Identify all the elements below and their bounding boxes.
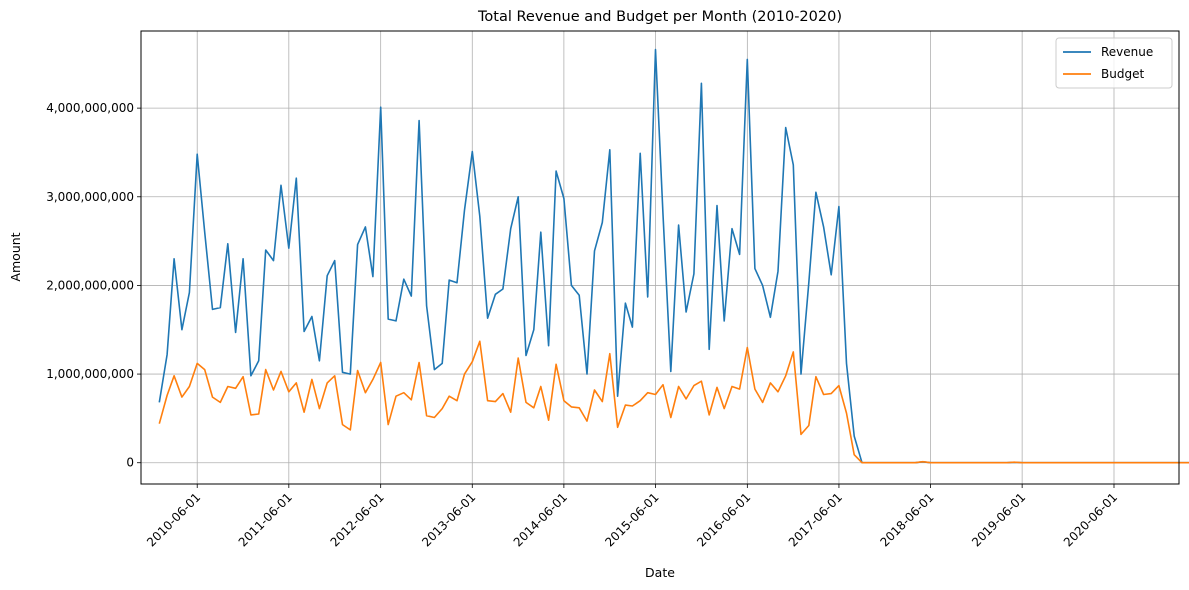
x-tick-label: 2012-06-01 bbox=[328, 490, 387, 549]
plot-area-frame bbox=[140, 30, 1180, 485]
chart-title: Total Revenue and Budget per Month (2010… bbox=[477, 9, 842, 25]
y-tick-label: 4,000,000,000 bbox=[46, 101, 134, 115]
legend-budget-label: Budget bbox=[1101, 67, 1144, 81]
x-tick-label: 2017-06-01 bbox=[786, 490, 845, 549]
x-tick-label: 2018-06-01 bbox=[877, 490, 936, 549]
x-tick-label: 2020-06-01 bbox=[1061, 490, 1120, 549]
legend: Revenue Budget bbox=[1055, 37, 1173, 89]
y-axis-ticks: 0 1,000,000,000 2,000,000,000 3,000,000,000… bbox=[46, 101, 141, 470]
x-tick-label: 2019-06-01 bbox=[969, 490, 1028, 549]
x-tick-label: 2013-06-01 bbox=[419, 490, 478, 549]
x-tick-label: 2014-06-01 bbox=[511, 490, 570, 549]
grid bbox=[141, 31, 1179, 484]
series-revenue-line bbox=[158, 48, 1189, 464]
legend-revenue-label: Revenue bbox=[1101, 45, 1153, 59]
series-budget-line bbox=[158, 340, 1189, 464]
y-tick-label: 1,000,000,000 bbox=[46, 367, 134, 381]
x-tick-label: 2010-06-01 bbox=[144, 490, 203, 549]
x-axis-label: Date bbox=[645, 565, 675, 580]
plot-lines bbox=[158, 48, 1189, 464]
x-tick-label: 2016-06-01 bbox=[694, 490, 753, 549]
y-tick-label: 3,000,000,000 bbox=[46, 190, 134, 204]
x-tick-label: 2015-06-01 bbox=[602, 490, 661, 549]
x-tick-label: 2011-06-01 bbox=[236, 490, 295, 549]
x-axis-ticks: 2010-06-01 2011-06-01 2012-06-01 2013-06-01… bbox=[144, 484, 1120, 549]
y-axis-label: Amount bbox=[8, 232, 23, 281]
legend-box bbox=[1055, 37, 1173, 89]
y-tick-label: 0 bbox=[126, 456, 134, 470]
y-tick-label: 2,000,000,000 bbox=[46, 278, 134, 292]
